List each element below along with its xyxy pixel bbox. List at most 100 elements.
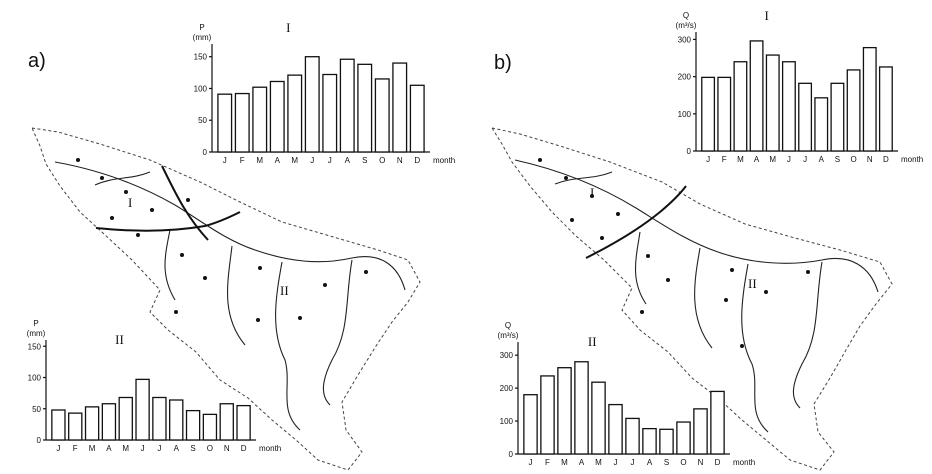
station-b6 (600, 236, 604, 240)
station-a7 (186, 198, 190, 202)
panel-label-a: a) (28, 50, 46, 72)
basin-map-b: I II (490, 127, 893, 471)
station-a13 (298, 316, 302, 320)
x-tick-label: J (157, 444, 161, 453)
x-tick-label: A (275, 156, 281, 165)
zone-label-b-II: II (748, 276, 757, 291)
station-a5 (110, 216, 114, 220)
chart-title: I (286, 20, 290, 35)
river-trib-b3 (694, 247, 713, 349)
station-a2 (100, 176, 104, 180)
station-b3 (590, 194, 594, 198)
y-axis-unit: (mm) (193, 33, 212, 42)
panel-label-b: b) (494, 52, 512, 74)
bar (830, 82, 845, 152)
station-b4 (616, 212, 620, 216)
river-trib-a1 (94, 171, 151, 186)
x-tick-label: N (867, 155, 873, 164)
rain-stations-a (76, 158, 368, 322)
x-tick-label: S (664, 458, 669, 467)
station-a14 (364, 270, 368, 274)
chart-title: I (765, 8, 769, 23)
bar (591, 381, 606, 455)
station-b1 (538, 158, 542, 162)
bar (523, 394, 538, 455)
x-tick-label: A (819, 155, 825, 164)
station-a15 (256, 318, 260, 322)
bar (51, 409, 66, 441)
bar (322, 73, 338, 153)
x-tick-label: F (722, 155, 727, 164)
station-a4 (150, 208, 154, 212)
x-tick-label: S (190, 444, 195, 453)
bar (68, 412, 83, 441)
y-tick-label: 0 (37, 436, 42, 445)
bar (878, 66, 893, 152)
bar (862, 46, 877, 152)
zone-divide-b1 (585, 185, 687, 259)
x-tick-label: J (529, 458, 533, 467)
y-tick-label: 150 (194, 53, 208, 62)
chart-title: II (115, 332, 124, 347)
station-a9 (203, 276, 207, 280)
bar (357, 63, 373, 153)
y-tick-label: 150 (28, 342, 42, 351)
bar (236, 404, 251, 441)
river-trib-a5 (322, 259, 353, 406)
station-b11 (764, 290, 768, 294)
river-trib-b4 (741, 263, 769, 433)
x-tick-label: S (835, 155, 840, 164)
x-tick-label: J (787, 155, 791, 164)
bar (676, 421, 691, 455)
river-main-b (514, 159, 879, 293)
bar (101, 403, 117, 441)
x-tick-label: D (715, 458, 721, 467)
x-axis-label: month (901, 155, 923, 164)
bar (717, 76, 732, 152)
x-tick-label: J (141, 444, 145, 453)
y-axis-unit: (m³/s) (498, 331, 519, 340)
bar (846, 69, 861, 152)
bar (693, 408, 708, 455)
bar (252, 86, 268, 153)
x-tick-label: A (754, 155, 760, 164)
x-tick-label: F (73, 444, 78, 453)
y-tick-label: 100 (194, 84, 208, 93)
bar (392, 62, 408, 153)
x-tick-label: M (595, 458, 602, 467)
y-axis-label: P (199, 23, 204, 32)
y-tick-label: 100 (678, 110, 692, 119)
station-a11 (258, 266, 262, 270)
x-tick-label: D (414, 156, 420, 165)
bar (798, 82, 813, 152)
bar (659, 428, 674, 455)
x-tick-label: O (680, 458, 686, 467)
bar (540, 375, 555, 455)
zone-label-b-I: I (590, 185, 594, 200)
x-tick-label: M (737, 155, 744, 164)
river-trib-b1 (554, 171, 613, 185)
bar (304, 56, 320, 153)
x-tick-label: A (106, 444, 112, 453)
bar (710, 390, 725, 455)
bar (339, 58, 355, 153)
bar (84, 406, 100, 441)
y-tick-label: 50 (198, 116, 207, 125)
bar (409, 84, 425, 153)
bar (202, 413, 218, 441)
x-tick-label: D (241, 444, 247, 453)
y-tick-label: 0 (509, 450, 514, 459)
x-tick-label: J (56, 444, 60, 453)
x-tick-label: D (883, 155, 889, 164)
bar (749, 40, 764, 152)
y-tick-label: 0 (687, 147, 692, 156)
bar (374, 78, 390, 153)
station-a1 (76, 158, 80, 162)
x-tick-label: J (803, 155, 807, 164)
bar (814, 97, 829, 152)
y-tick-label: 100 (500, 417, 514, 426)
x-tick-label: J (631, 458, 635, 467)
x-tick-label: F (545, 458, 550, 467)
